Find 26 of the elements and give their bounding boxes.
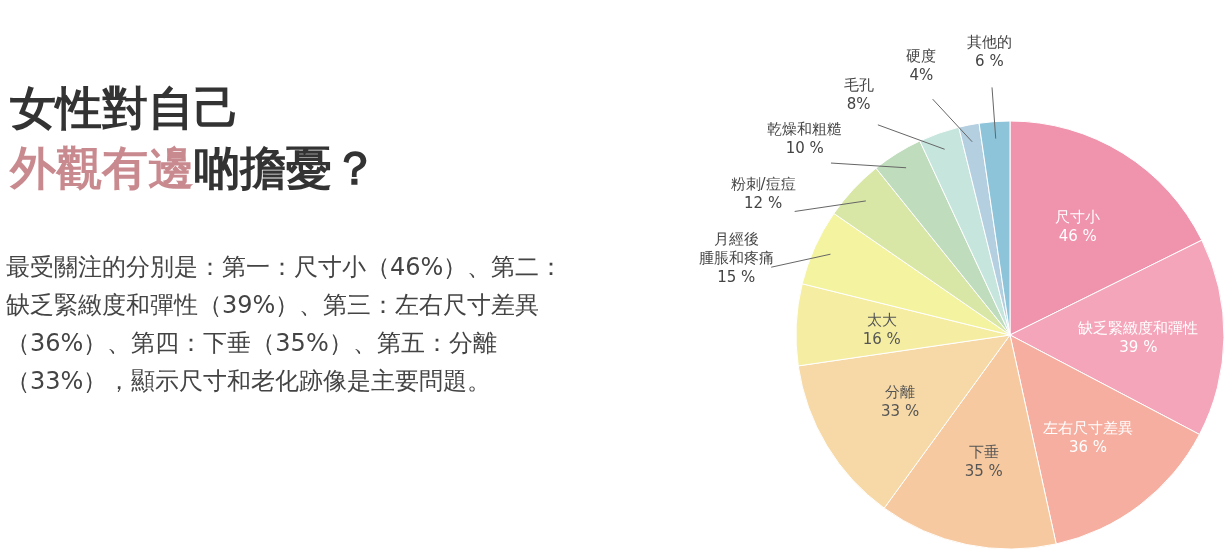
data-label: 16 % [862, 329, 901, 348]
slice-label: 尺寸小 [1055, 207, 1101, 226]
slice-label: 左右尺寸差異 [1042, 419, 1133, 438]
data-label: 12 % [744, 194, 783, 213]
slice-label: 毛孔 [843, 76, 874, 95]
data-label: 8% [846, 95, 871, 114]
data-label: 15 % [717, 268, 756, 287]
text: 最受關注的分別是：第一：尺寸小（46%）、第二：缺乏緊緻度和彈性（39%）、第三：左右尺寸差異（36%）、第四：下垂（35%）、第五：分離（33%），顯示尺寸和老化跡像是主要問題。 [6, 252, 565, 397]
data-label: 10 % [785, 138, 824, 157]
slice-label: 乾燥和粗糙 [767, 119, 843, 138]
data-label: 39 % [1119, 337, 1158, 356]
slice-label: 硬度 [906, 46, 937, 65]
data-label: 4% [909, 65, 934, 84]
slice-label: 下垂 [968, 442, 999, 461]
data-label: 35 % [964, 461, 1003, 480]
slice-label: 缺乏緊緻度和彈性 [1078, 318, 1199, 337]
text: 女性對自己外觀有邊啲擔憂？ [10, 81, 378, 195]
data-label: 36 % [1068, 438, 1108, 457]
data-label: 33 % [881, 402, 920, 421]
slice-label: 其他的 [966, 33, 1012, 52]
data-label: 46 % [1058, 226, 1097, 245]
slice-label: 粉刺/痘痘 [730, 175, 796, 194]
slice-label: 月經後腫脹和疼痛 [698, 230, 774, 268]
slice-label: 分離 [885, 383, 916, 402]
data-label: 6 % [975, 52, 1004, 71]
slice-label: 太大 [866, 310, 897, 329]
